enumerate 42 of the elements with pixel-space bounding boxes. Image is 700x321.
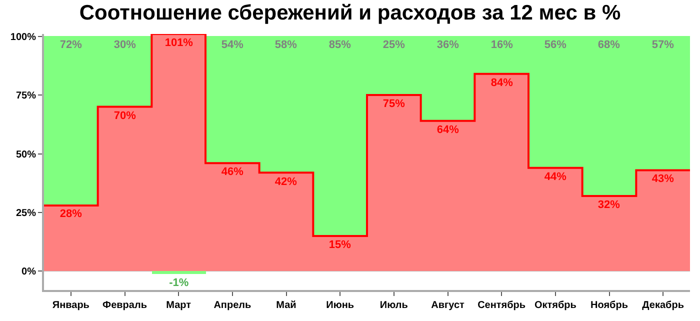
x-tick-label: Октябрь: [534, 300, 576, 311]
data-label: 75%: [382, 98, 406, 110]
data-label: 64%: [436, 124, 460, 136]
data-label: 28%: [60, 208, 82, 220]
x-tick-label: Август: [431, 300, 464, 311]
x-tick-label: Апрель: [214, 300, 252, 311]
data-label: 54%: [221, 39, 244, 51]
data-label: 30%: [114, 39, 136, 51]
data-label: 42%: [274, 176, 298, 188]
data-label: 25%: [382, 39, 406, 51]
y-tick-label: 0%: [22, 266, 36, 278]
x-tick-label: Январь: [52, 300, 90, 311]
data-label: 72%: [60, 39, 82, 51]
data-label: 101%: [164, 37, 194, 49]
chart-title: Соотношение сбережений и расходов за 12 мес в %: [79, 2, 621, 25]
data-label: 58%: [274, 39, 298, 51]
data-label: 46%: [221, 166, 244, 178]
data-label: 44%: [544, 171, 567, 183]
x-tick-label: Ноябрь: [590, 300, 628, 311]
data-label: 56%: [544, 39, 567, 51]
x-tick-label: Февраль: [102, 300, 147, 311]
x-tick-label: Июль: [380, 300, 408, 311]
y-tick-label: 100%: [10, 32, 36, 43]
data-label: 57%: [652, 39, 674, 51]
x-tick-label: Декабрь: [642, 300, 684, 311]
data-label: 43%: [652, 173, 674, 185]
data-label: -1%: [169, 277, 189, 289]
data-label: 70%: [114, 110, 136, 122]
x-tick-label: Март: [166, 300, 192, 311]
data-label: 15%: [328, 239, 352, 251]
x-tick-label: Сентябрь: [478, 300, 526, 311]
data-label: 84%: [490, 77, 514, 89]
data-label: 85%: [328, 39, 352, 51]
y-tick-label: 75%: [16, 90, 36, 102]
data-label: 68%: [598, 39, 620, 51]
x-tick-label: Июнь: [326, 300, 354, 311]
data-label: 36%: [436, 39, 460, 51]
y-tick-label: 50%: [16, 149, 36, 160]
data-label: 16%: [490, 39, 514, 51]
x-tick-label: Май: [276, 300, 296, 311]
y-tick-label: 25%: [16, 208, 36, 219]
data-label: 32%: [598, 199, 620, 211]
